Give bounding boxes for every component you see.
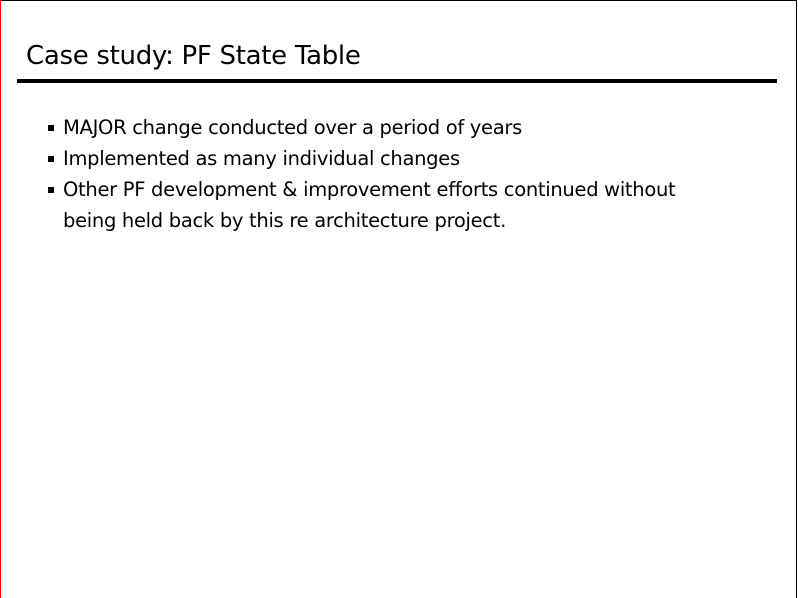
bullet-item: MAJOR change conducted over a period of … xyxy=(46,112,746,143)
bullet-icon xyxy=(48,156,54,162)
bullet-icon xyxy=(48,125,54,131)
slide-title: Case study: PF State Table xyxy=(26,41,361,71)
bullet-item: Implemented as many individual changes xyxy=(46,143,746,174)
bullet-list: MAJOR change conducted over a period of … xyxy=(46,112,746,236)
bullet-icon xyxy=(48,187,54,193)
bullet-item: Other PF development & improvement effor… xyxy=(46,174,713,236)
bullet-text: MAJOR change conducted over a period of … xyxy=(63,116,522,139)
title-underline xyxy=(17,79,777,83)
bullet-text: Implemented as many individual changes xyxy=(63,147,460,170)
bullet-text: Other PF development & improvement effor… xyxy=(63,178,676,232)
